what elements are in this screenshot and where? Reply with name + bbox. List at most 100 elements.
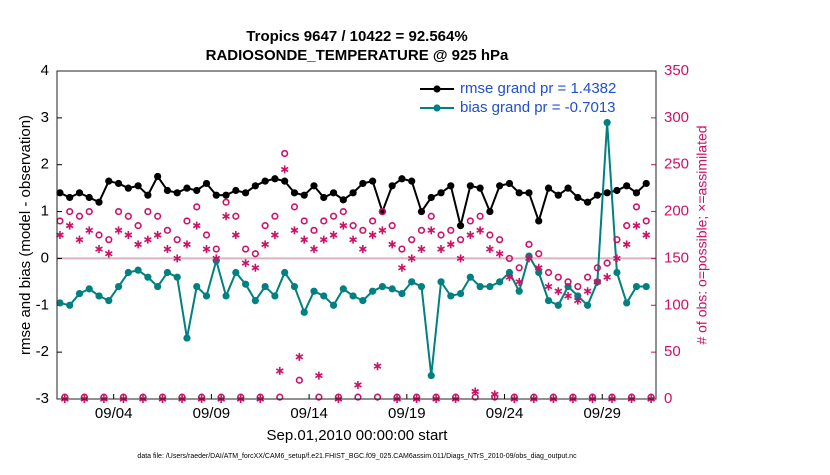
x-tick-label: 09/14: [290, 405, 328, 422]
data-point: [544, 268, 553, 277]
data-point: [163, 268, 172, 277]
data-point: [222, 198, 230, 206]
data-point: [632, 189, 641, 197]
data-point: [222, 292, 230, 300]
data-point: [632, 203, 641, 211]
data-point: [574, 292, 582, 300]
data-point: [583, 301, 592, 309]
data-point: [320, 292, 328, 300]
data-point: [183, 334, 191, 342]
data-point: [271, 292, 279, 300]
data-point: [261, 240, 269, 249]
data-point: [427, 226, 436, 235]
data-point: [554, 273, 562, 281]
y-tick-label: -3: [36, 390, 49, 407]
data-point: [486, 282, 494, 291]
data-point: [56, 299, 64, 307]
data-point: [212, 254, 221, 263]
data-point: [603, 273, 612, 282]
data-point: [280, 165, 289, 174]
data-point: [490, 390, 499, 399]
data-point: [373, 362, 382, 371]
data-point: [300, 191, 308, 199]
data-point: [466, 231, 475, 239]
data-point: [466, 273, 474, 281]
data-point: [320, 217, 328, 225]
data-point: [354, 380, 362, 389]
data-point: [456, 254, 465, 263]
data-point: [183, 217, 191, 225]
data-point: [417, 282, 426, 291]
data-point: [613, 186, 621, 195]
data-point: [290, 203, 299, 211]
legend-label: bias grand pr = -0.7013: [460, 99, 616, 116]
data-point: [222, 212, 230, 221]
data-point: [408, 236, 416, 244]
data-point: [554, 191, 562, 199]
data-point: [193, 203, 201, 211]
data-point: [202, 179, 211, 188]
data-point: [173, 236, 181, 244]
data-point: [564, 278, 572, 286]
y2-tick-label: 250: [664, 156, 689, 173]
data-point: [261, 282, 269, 291]
data-point: [193, 282, 201, 291]
data-point: [231, 231, 240, 239]
data-point: [75, 235, 84, 244]
data-point: [593, 191, 601, 199]
x-tick-label: 09/24: [486, 405, 524, 422]
data-point: [359, 179, 367, 188]
data-point: [271, 175, 279, 183]
data-point: [56, 231, 64, 239]
data-point: [476, 184, 484, 192]
data-point: [613, 236, 621, 244]
data-point: [75, 189, 84, 197]
data-point: [534, 263, 543, 272]
data-point: [300, 308, 308, 316]
data-point: [232, 268, 240, 277]
data-point: [471, 387, 480, 396]
y-tick-label: -2: [36, 343, 49, 360]
data-point: [85, 226, 94, 235]
data-point: [271, 231, 279, 239]
data-point: [378, 282, 386, 291]
data-point: [310, 245, 318, 254]
data-point: [398, 263, 406, 272]
legend-label: rmse grand pr = 1.4382: [460, 80, 616, 97]
data-point: [447, 226, 455, 234]
data-point: [105, 236, 113, 244]
data-point: [358, 245, 367, 254]
data-point: [496, 182, 504, 190]
data-point: [95, 198, 103, 206]
data-point: [144, 273, 152, 281]
data-point: [349, 235, 357, 244]
data-point: [388, 285, 396, 293]
data-point: [320, 193, 328, 202]
data-point: [437, 245, 445, 254]
data-point: [373, 393, 382, 401]
x-tick-label: 09/04: [95, 405, 133, 422]
y2-tick-label: 50: [664, 343, 681, 360]
data-point: [574, 282, 582, 291]
data-point: [407, 254, 416, 263]
data-point: [232, 186, 240, 195]
data-point: [613, 268, 621, 277]
data-point: [66, 193, 74, 202]
data-point: [144, 207, 152, 216]
y-tick-label: 2: [41, 156, 49, 173]
data-point: [417, 245, 426, 254]
data-point: [642, 231, 651, 239]
data-point: [398, 245, 406, 253]
data-point: [65, 221, 74, 230]
data-point: [505, 273, 514, 282]
data-point: [476, 226, 484, 235]
data-point: [329, 189, 338, 197]
data-point: [339, 207, 347, 216]
data-point: [349, 189, 357, 197]
data-point: [398, 289, 406, 298]
data-point: [505, 254, 514, 263]
data-point: [515, 277, 524, 286]
data-point: [276, 393, 284, 401]
footnote: data file: /Users/raeder/DAI/ATM_forcXX/…: [137, 453, 577, 460]
data-point: [114, 282, 123, 291]
